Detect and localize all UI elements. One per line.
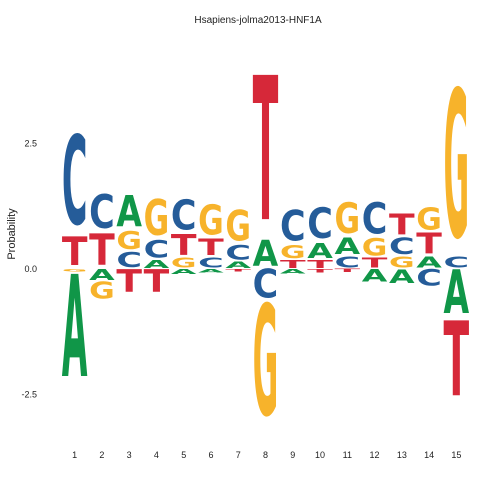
chart-title: Hsapiens-jolma2013-HNF1A (194, 15, 322, 26)
x-tick-label: 9 (290, 450, 295, 460)
x-tick-label: 14 (424, 450, 434, 460)
logo-glyph-g: G (225, 202, 251, 251)
logo-glyph-a: A (171, 268, 197, 276)
x-tick-label: 15 (451, 450, 461, 460)
logo-glyph-a: A (225, 260, 251, 271)
logo-glyph-g: G (253, 273, 279, 450)
logo-glyph-c: C (280, 203, 306, 252)
logo-glyph-c: C (253, 262, 279, 307)
logo-glyph-t: T (171, 228, 197, 261)
y-axis-label: Probability (6, 208, 18, 260)
logo-glyph-t: T (225, 268, 252, 272)
y-tick-label: -2.5 (21, 389, 37, 399)
logo-glyph-g: G (416, 203, 442, 237)
logo-glyph-a: A (416, 254, 442, 271)
logo-glyph-t: T (389, 208, 415, 241)
logo-glyph-g: G (389, 253, 415, 271)
y-axis-ticks: -2.5 0.0 2.5 (21, 138, 37, 399)
logo-glyph-c: C (416, 265, 442, 291)
logo-glyph-g: G (444, 49, 470, 285)
x-tick-label: 8 (263, 450, 268, 460)
logo-glyph-g: G (62, 268, 88, 272)
logo-glyph-a: A (253, 233, 279, 275)
x-tick-label: 7 (236, 450, 241, 460)
y-tick-label: 0.0 (24, 264, 37, 274)
logo-glyph-t: T (89, 225, 115, 275)
logo-glyph-c: C (171, 192, 197, 239)
logo-glyph-g: G (362, 233, 388, 261)
logo-glyph-a: A (362, 267, 389, 286)
logo-glyph-g: G (89, 278, 115, 304)
x-tick-label: 4 (154, 450, 159, 460)
logo-glyph-c: C (89, 185, 115, 239)
logo-glyph-t: T (280, 258, 306, 271)
logo-glyph-c: C (144, 236, 170, 264)
logo-glyph-t: T (198, 235, 224, 261)
logo-glyph-c: C (307, 200, 333, 249)
logo-glyph-c: C (444, 254, 470, 271)
logo-glyph-g: G (280, 241, 306, 262)
x-tick-label: 2 (99, 450, 104, 460)
logo-glyph-a: A (334, 233, 360, 259)
logo-glyph-a: A (307, 238, 333, 263)
x-axis-ticks: 1 2 3 4 5 6 7 8 9 10 11 12 13 14 15 (72, 450, 461, 460)
logo-glyph-a: A (89, 267, 115, 284)
logo-glyph-g: G (198, 196, 224, 244)
logo-glyph-c: C (362, 195, 388, 244)
logo-glyph-a: A (198, 268, 225, 274)
logo-glyph-t: T (444, 301, 470, 421)
logo-glyph-c: C (198, 255, 224, 271)
logo-glyph-t: T (144, 264, 170, 300)
logo-glyph-g: G (144, 190, 170, 247)
x-tick-label: 10 (315, 450, 325, 460)
x-tick-label: 6 (208, 450, 213, 460)
x-tick-label: 5 (181, 450, 186, 460)
logo-glyph-c: C (225, 241, 251, 264)
x-tick-label: 1 (72, 450, 77, 460)
logo-glyph-a: A (62, 247, 88, 409)
logo-glyph-t: T (307, 258, 333, 271)
logo-glyph-g: G (334, 195, 360, 244)
logo-glyph-a: A (116, 187, 142, 237)
logo-glyph-a: A (144, 258, 170, 271)
logo-glyph-t: T (334, 268, 361, 273)
x-tick-label: 13 (397, 450, 407, 460)
logo-glyph-t: T (416, 227, 442, 260)
logo-glyph-t: T (116, 264, 142, 300)
logo-glyph-t: T (62, 230, 88, 275)
x-tick-label: 3 (127, 450, 132, 460)
x-tick-label: 12 (370, 450, 380, 460)
logo-glyph-c: C (62, 113, 88, 254)
logo-glyph-a: A (280, 268, 306, 275)
logo-glyph-a: A (389, 266, 415, 288)
logo-glyph-g: G (116, 226, 142, 255)
logo-glyph-c: C (334, 254, 360, 271)
logo-glyph-t: T (307, 268, 334, 274)
logo-glyph-g: G (171, 256, 197, 271)
logo-glyph-a: A (444, 259, 470, 328)
x-tick-label: 11 (343, 450, 352, 460)
logo-glyph-c: C (116, 247, 142, 272)
logo-glyph-c: C (389, 233, 415, 259)
logo-glyph-t: T (253, 36, 279, 267)
logo-columns: CTGACTAGAGCTGCATCTGAGTCAGCATTACGCGTACATT… (62, 36, 470, 451)
y-tick-label: 2.5 (24, 138, 37, 148)
logo-glyph-t: T (362, 256, 389, 271)
